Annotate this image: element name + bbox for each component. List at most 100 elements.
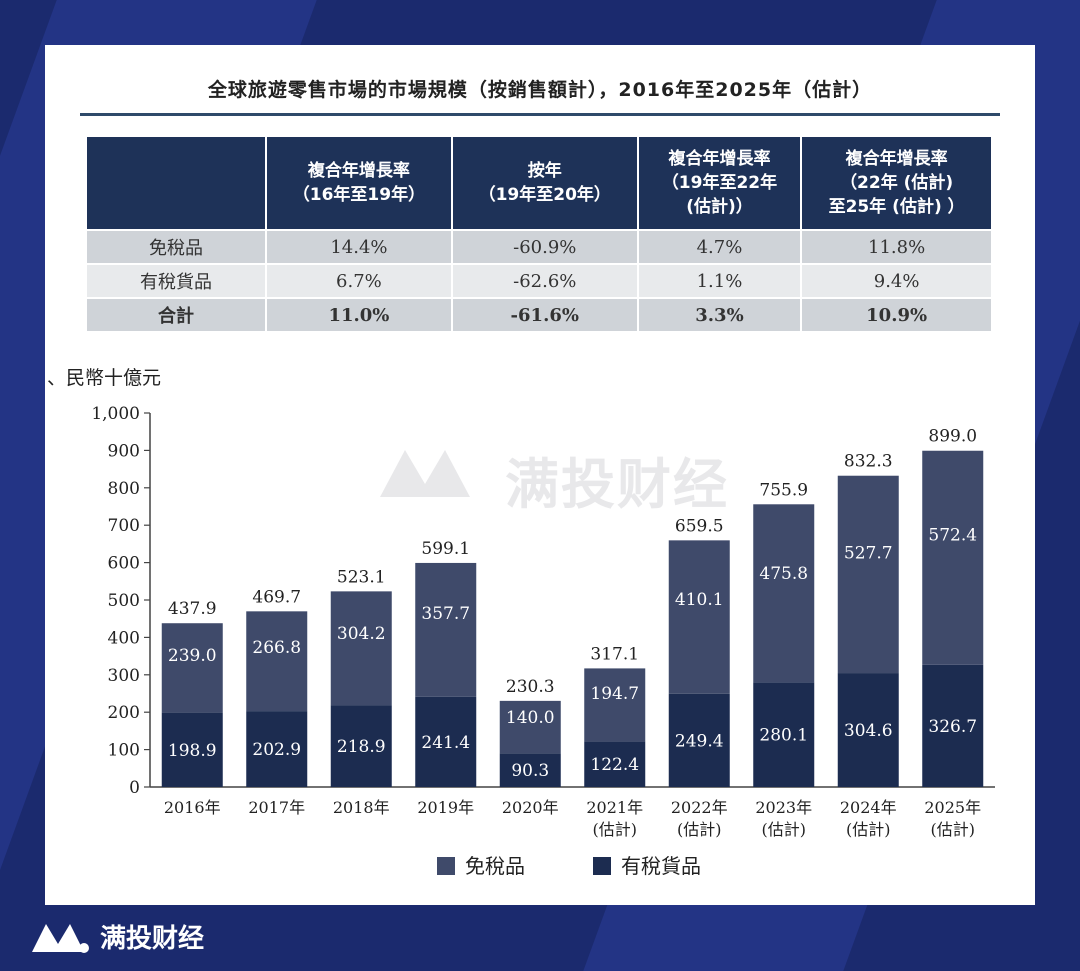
y-tick-label: 500	[108, 591, 140, 611]
footer-brand: 满投财经	[30, 918, 204, 955]
category-label: (估計)	[931, 820, 976, 839]
category-label: (估計)	[677, 820, 722, 839]
bar-duty-paid	[415, 696, 477, 787]
category-label: 2021年	[586, 798, 643, 817]
total-value-label: 230.3	[506, 677, 555, 697]
cagr-header-row: 複合年增長率 （16年至19年） 按年 （19年至20年） 複合年增長率 （19年至2…	[87, 137, 991, 229]
y-tick-label: 100	[108, 741, 140, 761]
stacked-bar-chart: 0 100 200 300 400 500 600 700 800 900 1,000 2016年 20…	[91, 404, 995, 878]
report-card: 全球旅遊零售市場的市場規模（按銷售額計），2016年至2025年（估計） 複合年…	[45, 45, 1035, 905]
category-label: 2023年	[755, 798, 812, 817]
y-tick-label: 900	[108, 441, 140, 461]
legend-swatch	[437, 857, 455, 875]
watermark-logo-icon	[380, 450, 470, 497]
segment-value-label: 266.8	[252, 638, 301, 658]
segment-value-label: 326.7	[928, 717, 977, 737]
y-tick-label: 800	[108, 479, 140, 499]
total-value-label: 832.3	[844, 452, 893, 472]
segment-value-label: 304.2	[337, 624, 386, 644]
segment-value-label: 241.4	[421, 733, 470, 753]
bar-duty-free	[330, 591, 392, 706]
table-cell: 11.8%	[802, 231, 991, 263]
category-label: 2020年	[502, 798, 559, 817]
category-label: 2019年	[417, 798, 474, 817]
legend-label: 有稅貨品	[621, 854, 701, 878]
bar-duty-paid	[584, 741, 646, 787]
row-label: 合計	[87, 299, 265, 331]
category-label: 2016年	[164, 798, 221, 817]
bar-duty-free	[753, 504, 815, 683]
y-tick-label: 700	[108, 516, 140, 536]
table-cell: 4.7%	[638, 231, 801, 263]
cagr-header-empty	[87, 137, 265, 229]
segment-value-label: 357.7	[421, 604, 470, 624]
y-tick-label: 400	[108, 628, 140, 648]
cagr-header: 複合年增長率 （19年至22年 (估計)）	[638, 137, 801, 229]
unit-label: 、民幣十億元	[47, 367, 162, 389]
segment-value-label: 202.9	[252, 740, 301, 760]
title-divider	[80, 113, 1000, 116]
table-cell: 14.4%	[267, 231, 451, 263]
bar-duty-free	[922, 450, 984, 665]
bar-duty-free	[837, 475, 899, 674]
row-label: 有稅貨品	[87, 265, 265, 297]
bar-duty-free	[246, 611, 308, 712]
total-value-label: 437.9	[168, 599, 217, 619]
bar-duty-free	[584, 668, 646, 742]
category-label: 2024年	[840, 798, 897, 817]
y-tick-label: 600	[108, 554, 140, 574]
bar-duty-paid	[922, 664, 984, 787]
bar-duty-free	[415, 562, 477, 697]
category-label: (估計)	[593, 820, 638, 839]
table-cell: 9.4%	[802, 265, 991, 297]
table-cell: 1.1%	[638, 265, 801, 297]
bar-duty-free	[161, 623, 223, 713]
segment-value-label: 410.1	[675, 590, 724, 610]
cagr-header: 複合年增長率 （16年至19年）	[267, 137, 451, 229]
cagr-header: 按年 （19年至20年）	[452, 137, 637, 229]
legend-swatch	[593, 857, 611, 875]
segment-value-label: 140.0	[506, 708, 555, 728]
segment-value-label: 280.1	[759, 726, 808, 746]
table-row: 有稅貨品 6.7% -62.6% 1.1% 9.4%	[87, 265, 991, 297]
bar-duty-paid	[499, 753, 561, 787]
segment-value-label: 194.7	[590, 684, 639, 704]
bar-duty-paid	[161, 712, 223, 787]
watermark-text: 满投财经	[505, 453, 729, 516]
brand-name: 满投财经	[100, 924, 205, 954]
bar-duty-paid	[668, 693, 730, 787]
segment-value-label: 198.9	[168, 741, 217, 761]
brand-logo-icon	[32, 923, 89, 953]
category-label: (估計)	[762, 820, 807, 839]
bar-duty-paid	[753, 682, 815, 787]
segment-value-label: 475.8	[759, 564, 808, 584]
total-value-label: 317.1	[590, 644, 639, 664]
cagr-header: 複合年增長率 （22年 (估計) 至25年 (估計) ）	[802, 137, 991, 229]
chart-title: 全球旅遊零售市場的市場規模（按銷售額計），2016年至2025年（估計）	[207, 79, 873, 101]
cagr-table: 複合年增長率 （16年至19年） 按年 （19年至20年） 複合年增長率 （19年至2…	[85, 135, 993, 333]
total-value-label: 755.9	[759, 480, 808, 500]
y-tick-label: 1,000	[91, 404, 140, 424]
table-cell: 10.9%	[802, 299, 991, 331]
total-value-label: 899.0	[928, 427, 977, 447]
table-cell: -62.6%	[452, 265, 637, 297]
table-row: 免稅品 14.4% -60.9% 4.7% 11.8%	[87, 231, 991, 263]
row-label: 免稅品	[87, 231, 265, 263]
total-value-label: 599.1	[421, 539, 470, 559]
segment-value-label: 249.4	[675, 731, 724, 751]
segment-value-label: 90.3	[511, 761, 549, 781]
bar-duty-paid	[246, 711, 308, 787]
segment-value-label: 572.4	[928, 526, 977, 546]
y-tick-label: 0	[129, 778, 140, 798]
segment-value-label: 218.9	[337, 737, 386, 757]
table-cell: 11.0%	[267, 299, 451, 331]
bar-duty-paid	[837, 673, 899, 787]
total-value-label: 469.7	[252, 587, 301, 607]
category-label: 2017年	[248, 798, 305, 817]
bar-duty-free	[668, 540, 730, 694]
legend-label: 免稅品	[465, 854, 525, 878]
bar-duty-free	[499, 700, 561, 754]
category-label: (估計)	[846, 820, 891, 839]
category-label: 2022年	[671, 798, 728, 817]
y-tick-label: 200	[108, 703, 140, 723]
